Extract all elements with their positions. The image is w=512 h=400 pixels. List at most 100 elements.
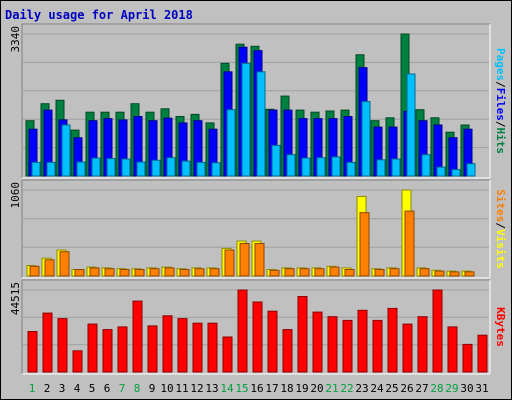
bar-sites-9 — [149, 268, 160, 277]
x-tick-10: 10 — [160, 382, 173, 395]
x-tick-11: 11 — [175, 382, 188, 395]
bar-pages-17 — [271, 144, 281, 177]
bar-kbytes-31 — [477, 334, 488, 373]
bar-kbytes-28 — [432, 289, 443, 373]
x-tick-20: 20 — [310, 382, 323, 395]
x-tick-12: 12 — [190, 382, 203, 395]
bar-kbytes-20 — [312, 311, 323, 373]
legend-files: Files — [494, 88, 507, 121]
bar-kbytes-2 — [42, 312, 53, 373]
bar-sites-25 — [389, 268, 400, 277]
x-tick-16: 16 — [250, 382, 263, 395]
x-tick-26: 26 — [400, 382, 413, 395]
legend-pages: Pages — [494, 48, 507, 81]
bar-pages-10 — [166, 157, 176, 177]
bar-sites-10 — [164, 267, 175, 277]
bar-pages-26 — [406, 73, 416, 177]
x-tick-25: 25 — [385, 382, 398, 395]
legend-kbytes: KBytes — [494, 307, 507, 347]
bar-sites-1 — [29, 265, 40, 277]
legend-hits: Hits — [494, 128, 507, 155]
bar-kbytes-27 — [417, 316, 428, 373]
bar-pages-25 — [391, 158, 401, 177]
x-tick-22: 22 — [340, 382, 353, 395]
bar-sites-4 — [74, 269, 85, 277]
bar-sites-21 — [329, 266, 340, 277]
bar-kbytes-9 — [147, 325, 158, 373]
legend-separator: / — [494, 81, 507, 88]
bar-pages-1 — [31, 161, 41, 177]
bar-kbytes-15 — [237, 289, 248, 373]
y-max-label: 3340 — [9, 26, 22, 53]
bar-sites-7 — [119, 269, 130, 277]
legend-separator: / — [494, 222, 507, 229]
chart-title: Daily usage for April 2018 — [5, 8, 193, 22]
bar-sites-20 — [314, 268, 325, 277]
bar-pages-21 — [331, 156, 341, 177]
bar-kbytes-5 — [87, 323, 98, 373]
bar-sites-18 — [284, 268, 295, 277]
bar-sites-11 — [179, 269, 190, 277]
x-tick-1: 1 — [29, 382, 36, 395]
bar-kbytes-10 — [162, 315, 173, 373]
x-tick-30: 30 — [460, 382, 473, 395]
bar-sites-15 — [239, 243, 250, 277]
x-tick-15: 15 — [235, 382, 248, 395]
bar-pages-20 — [316, 157, 326, 177]
bar-kbytes-7 — [117, 326, 128, 373]
bar-kbytes-3 — [57, 318, 68, 373]
bar-pages-18 — [286, 154, 296, 177]
bar-sites-30 — [464, 271, 475, 277]
y-max-label: 1060 — [9, 182, 22, 209]
x-tick-9: 9 — [149, 382, 156, 395]
bar-kbytes-29 — [447, 326, 458, 373]
x-tick-17: 17 — [265, 382, 278, 395]
bar-pages-24 — [376, 159, 386, 177]
bar-sites-28 — [434, 270, 445, 277]
bar-kbytes-25 — [387, 307, 398, 373]
bar-pages-3 — [61, 124, 71, 177]
bar-sites-13 — [209, 268, 220, 277]
x-tick-28: 28 — [430, 382, 443, 395]
bar-pages-30 — [466, 163, 476, 177]
x-tick-21: 21 — [325, 382, 338, 395]
bar-sites-16 — [254, 243, 265, 277]
bar-sites-19 — [299, 268, 310, 277]
x-tick-31: 31 — [475, 382, 488, 395]
x-tick-8: 8 — [134, 382, 141, 395]
x-tick-2: 2 — [44, 382, 51, 395]
x-tick-7: 7 — [119, 382, 126, 395]
y-max-label: 44515 — [9, 282, 22, 315]
bar-pages-11 — [181, 160, 191, 177]
x-tick-29: 29 — [445, 382, 458, 395]
bar-sites-12 — [194, 268, 205, 277]
bar-kbytes-18 — [282, 329, 293, 373]
x-tick-4: 4 — [74, 382, 81, 395]
bar-pages-6 — [106, 158, 116, 177]
bar-sites-14 — [224, 249, 235, 277]
bar-pages-27 — [421, 154, 431, 177]
bar-pages-29 — [451, 169, 461, 177]
x-tick-5: 5 — [89, 382, 96, 395]
bar-kbytes-11 — [177, 318, 188, 373]
bar-pages-15 — [241, 62, 251, 177]
bar-pages-19 — [301, 157, 311, 177]
bar-sites-27 — [419, 268, 430, 277]
bar-kbytes-22 — [342, 319, 353, 373]
bar-sites-24 — [374, 269, 385, 277]
bar-kbytes-19 — [297, 296, 308, 373]
bar-kbytes-26 — [402, 323, 413, 373]
x-tick-14: 14 — [220, 382, 234, 395]
bar-sites-26 — [404, 210, 415, 277]
bar-kbytes-17 — [267, 310, 278, 373]
bar-kbytes-13 — [207, 322, 218, 373]
bar-pages-9 — [151, 159, 161, 177]
x-tick-24: 24 — [370, 382, 384, 395]
legend-visits: Visits — [494, 229, 507, 269]
bar-sites-3 — [59, 251, 70, 277]
bar-kbytes-30 — [462, 343, 473, 373]
bar-pages-12 — [196, 161, 206, 177]
bar-sites-2 — [44, 259, 55, 277]
bar-pages-13 — [211, 162, 221, 177]
